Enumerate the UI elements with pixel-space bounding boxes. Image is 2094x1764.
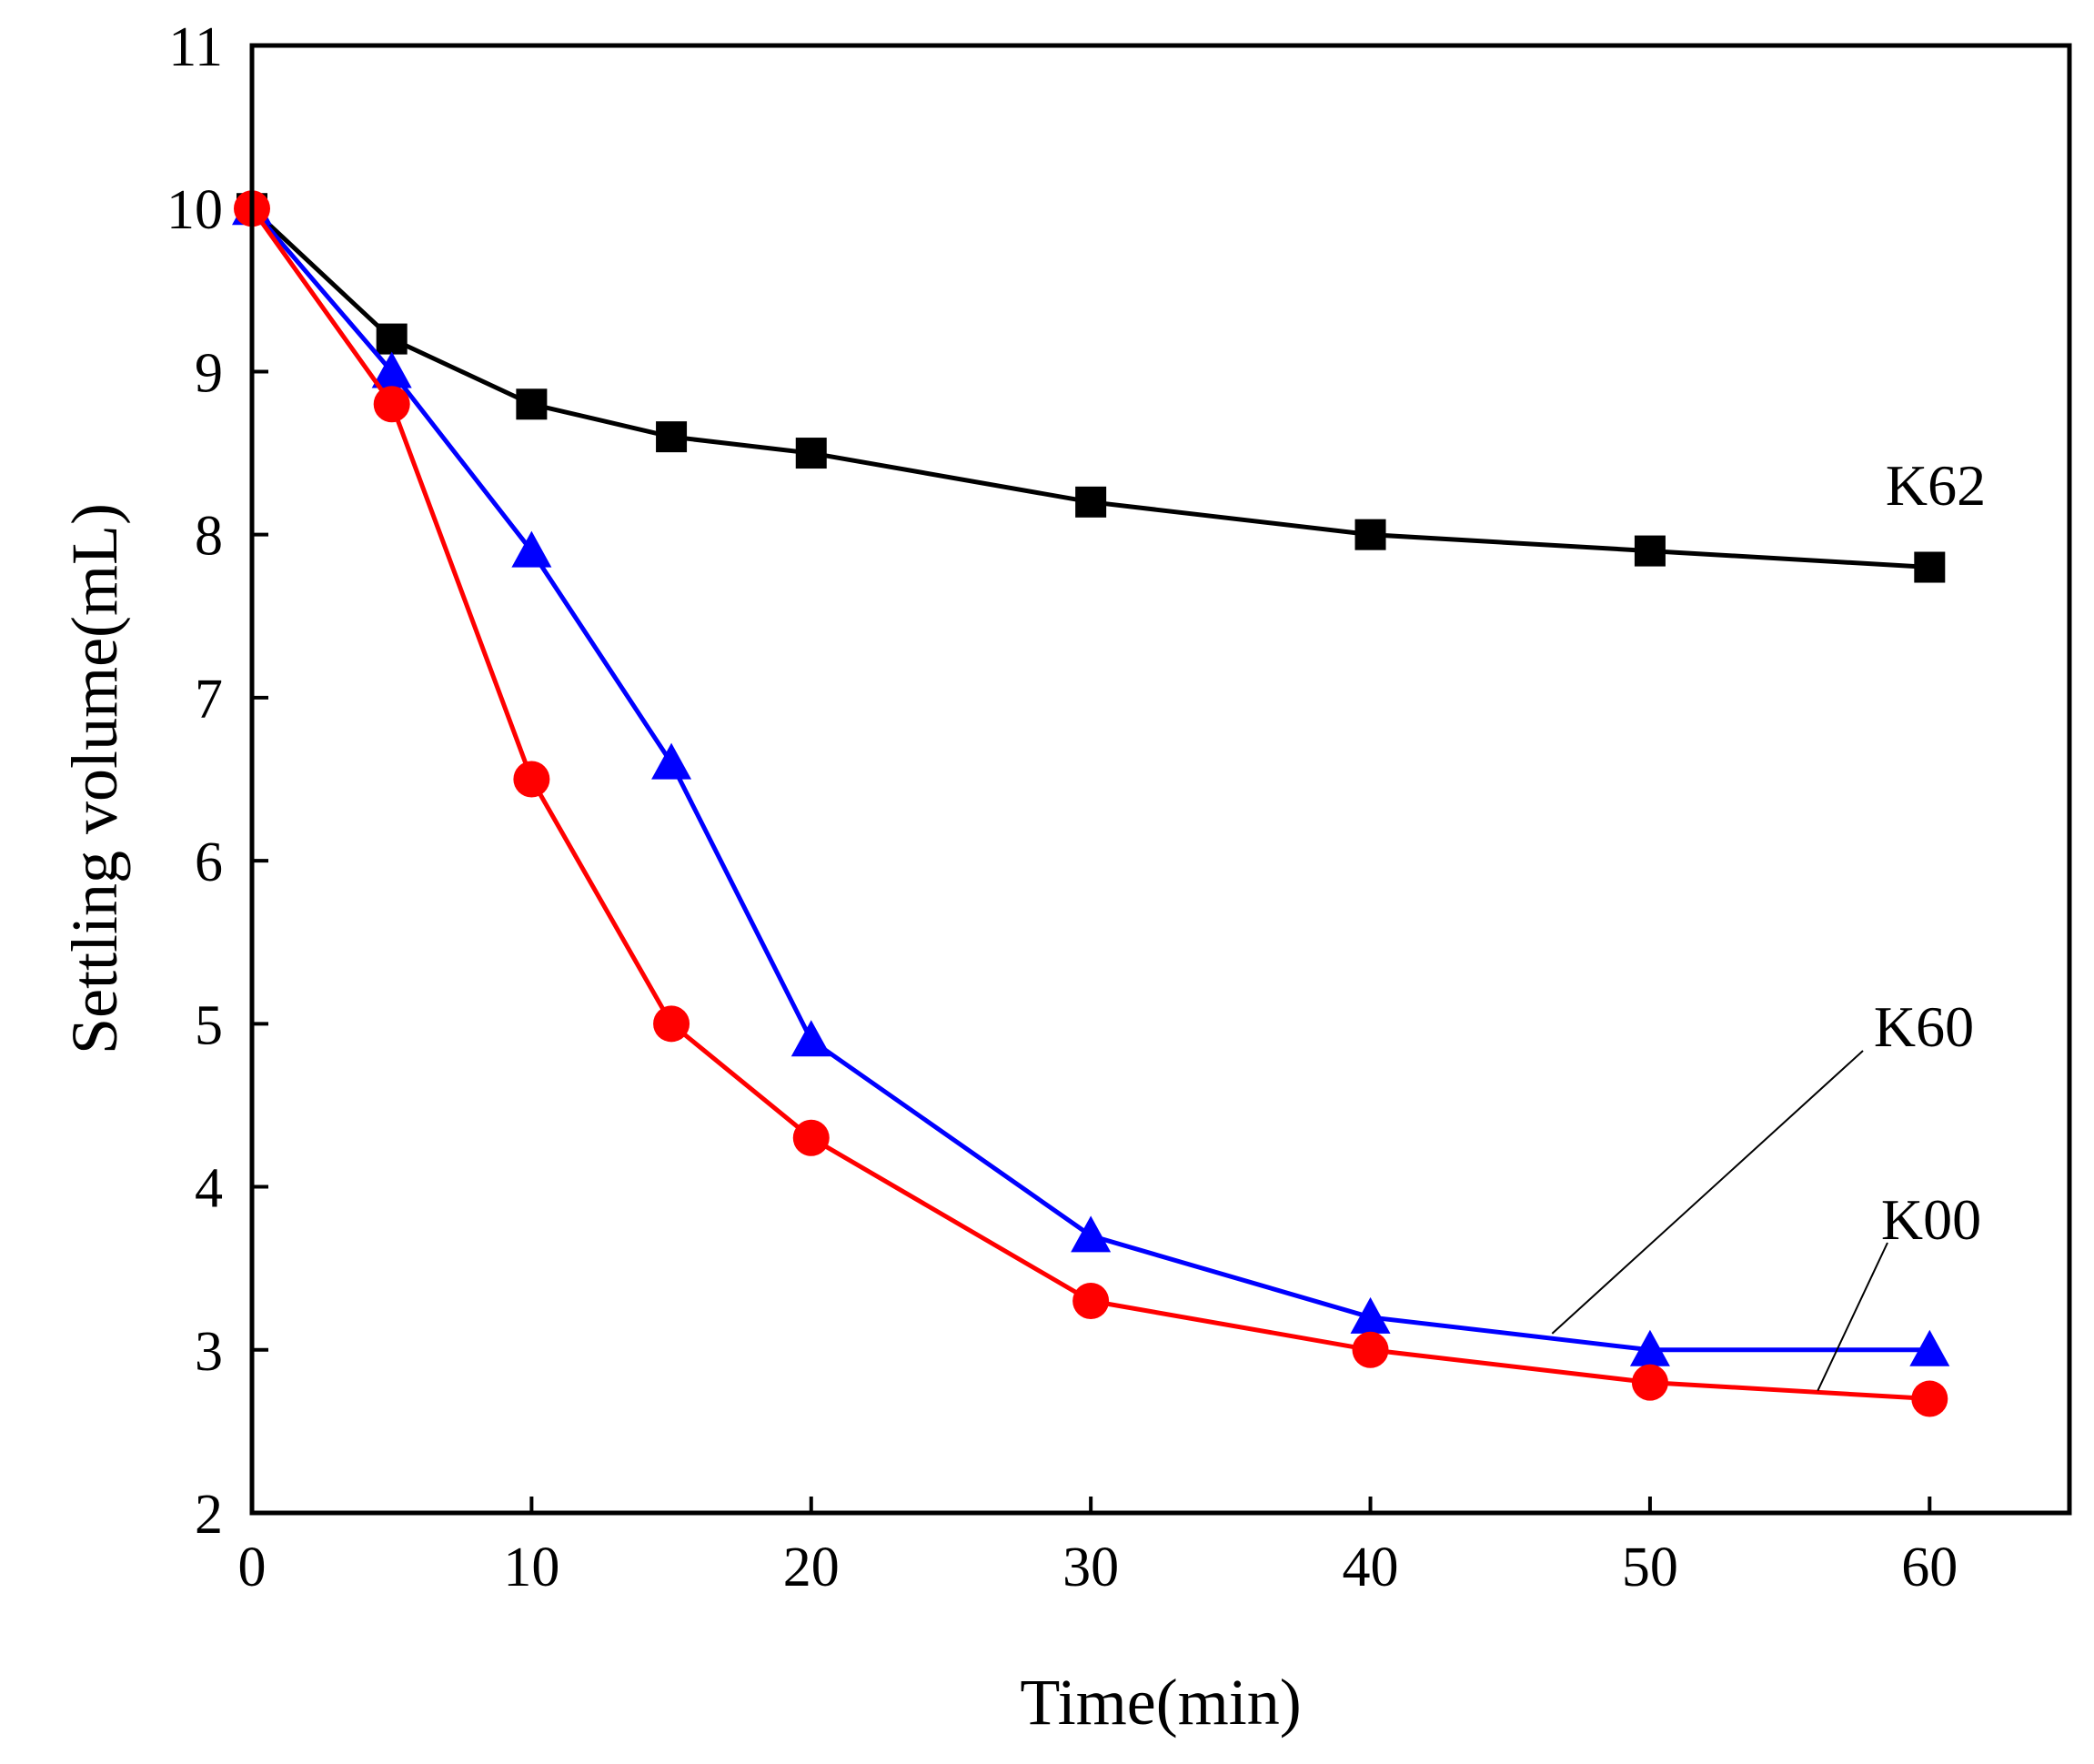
- point-k00-3: [653, 1005, 690, 1043]
- x-tick-label-5: 50: [1622, 1537, 1678, 1598]
- data-series: [232, 188, 1950, 1417]
- point-k62-1: [376, 323, 408, 355]
- point-k60-1: [371, 351, 412, 388]
- axis-ticks: 0 10 20 30 40 50 60 2 3 4 5 6 7 8 9 10 11: [166, 16, 1958, 1598]
- point-k00-2: [513, 761, 550, 798]
- series-annotations: K62 K60 K00: [1551, 453, 1986, 1392]
- series-k00: [234, 190, 1948, 1417]
- y-tick-label-2: 4: [195, 1158, 223, 1220]
- y-tick-label-3: 5: [195, 994, 223, 1056]
- leader-line-k60: [1551, 1050, 1864, 1335]
- y-axis-title: Settling volume(mL): [58, 503, 131, 1054]
- point-k60-2: [511, 530, 552, 568]
- point-k00-6: [1352, 1331, 1389, 1368]
- point-k60-8: [1909, 1329, 1950, 1366]
- point-k00-5: [1072, 1283, 1110, 1320]
- point-k62-7: [1634, 535, 1666, 567]
- point-k60-7: [1629, 1329, 1670, 1366]
- point-k00-8: [1911, 1380, 1948, 1417]
- y-tick-label-6: 8: [195, 506, 223, 568]
- point-k60-5: [1071, 1215, 1112, 1253]
- point-k00-1: [373, 386, 410, 423]
- point-k62-4: [795, 438, 827, 469]
- y-tick-label-7: 9: [195, 342, 223, 404]
- x-tick-label-4: 40: [1343, 1537, 1399, 1598]
- x-tick-label-1: 10: [503, 1537, 559, 1598]
- point-k62-8: [1914, 551, 1946, 583]
- x-tick-label-6: 60: [1901, 1537, 1958, 1598]
- point-k60-4: [790, 1020, 831, 1057]
- series-label-k60: K60: [1874, 994, 1974, 1059]
- series-label-k00: K00: [1881, 1187, 1981, 1252]
- point-k62-2: [516, 388, 548, 420]
- y-tick-label-5: 7: [195, 669, 223, 731]
- leader-line-k00: [1817, 1242, 1888, 1392]
- point-k62-6: [1354, 519, 1386, 550]
- x-tick-label-2: 20: [783, 1537, 840, 1598]
- point-k62-5: [1075, 486, 1107, 518]
- y-tick-label-8: 10: [166, 179, 223, 241]
- y-tick-label-4: 6: [195, 832, 223, 893]
- x-tick-label-0: 0: [238, 1537, 267, 1598]
- x-axis-title: Time(min): [1020, 1666, 1301, 1739]
- point-k60-3: [651, 742, 692, 780]
- x-tick-label-3: 30: [1062, 1537, 1119, 1598]
- y-tick-label-1: 3: [195, 1321, 223, 1383]
- y-tick-label-0: 2: [195, 1484, 223, 1546]
- point-k00-4: [792, 1119, 830, 1156]
- point-k62-3: [656, 421, 688, 453]
- series-label-k62: K62: [1886, 453, 1986, 518]
- y-tick-label-9: 11: [168, 16, 223, 78]
- point-k60-6: [1350, 1296, 1391, 1334]
- plot-frame: [249, 43, 2072, 1516]
- point-k00-7: [1631, 1364, 1668, 1401]
